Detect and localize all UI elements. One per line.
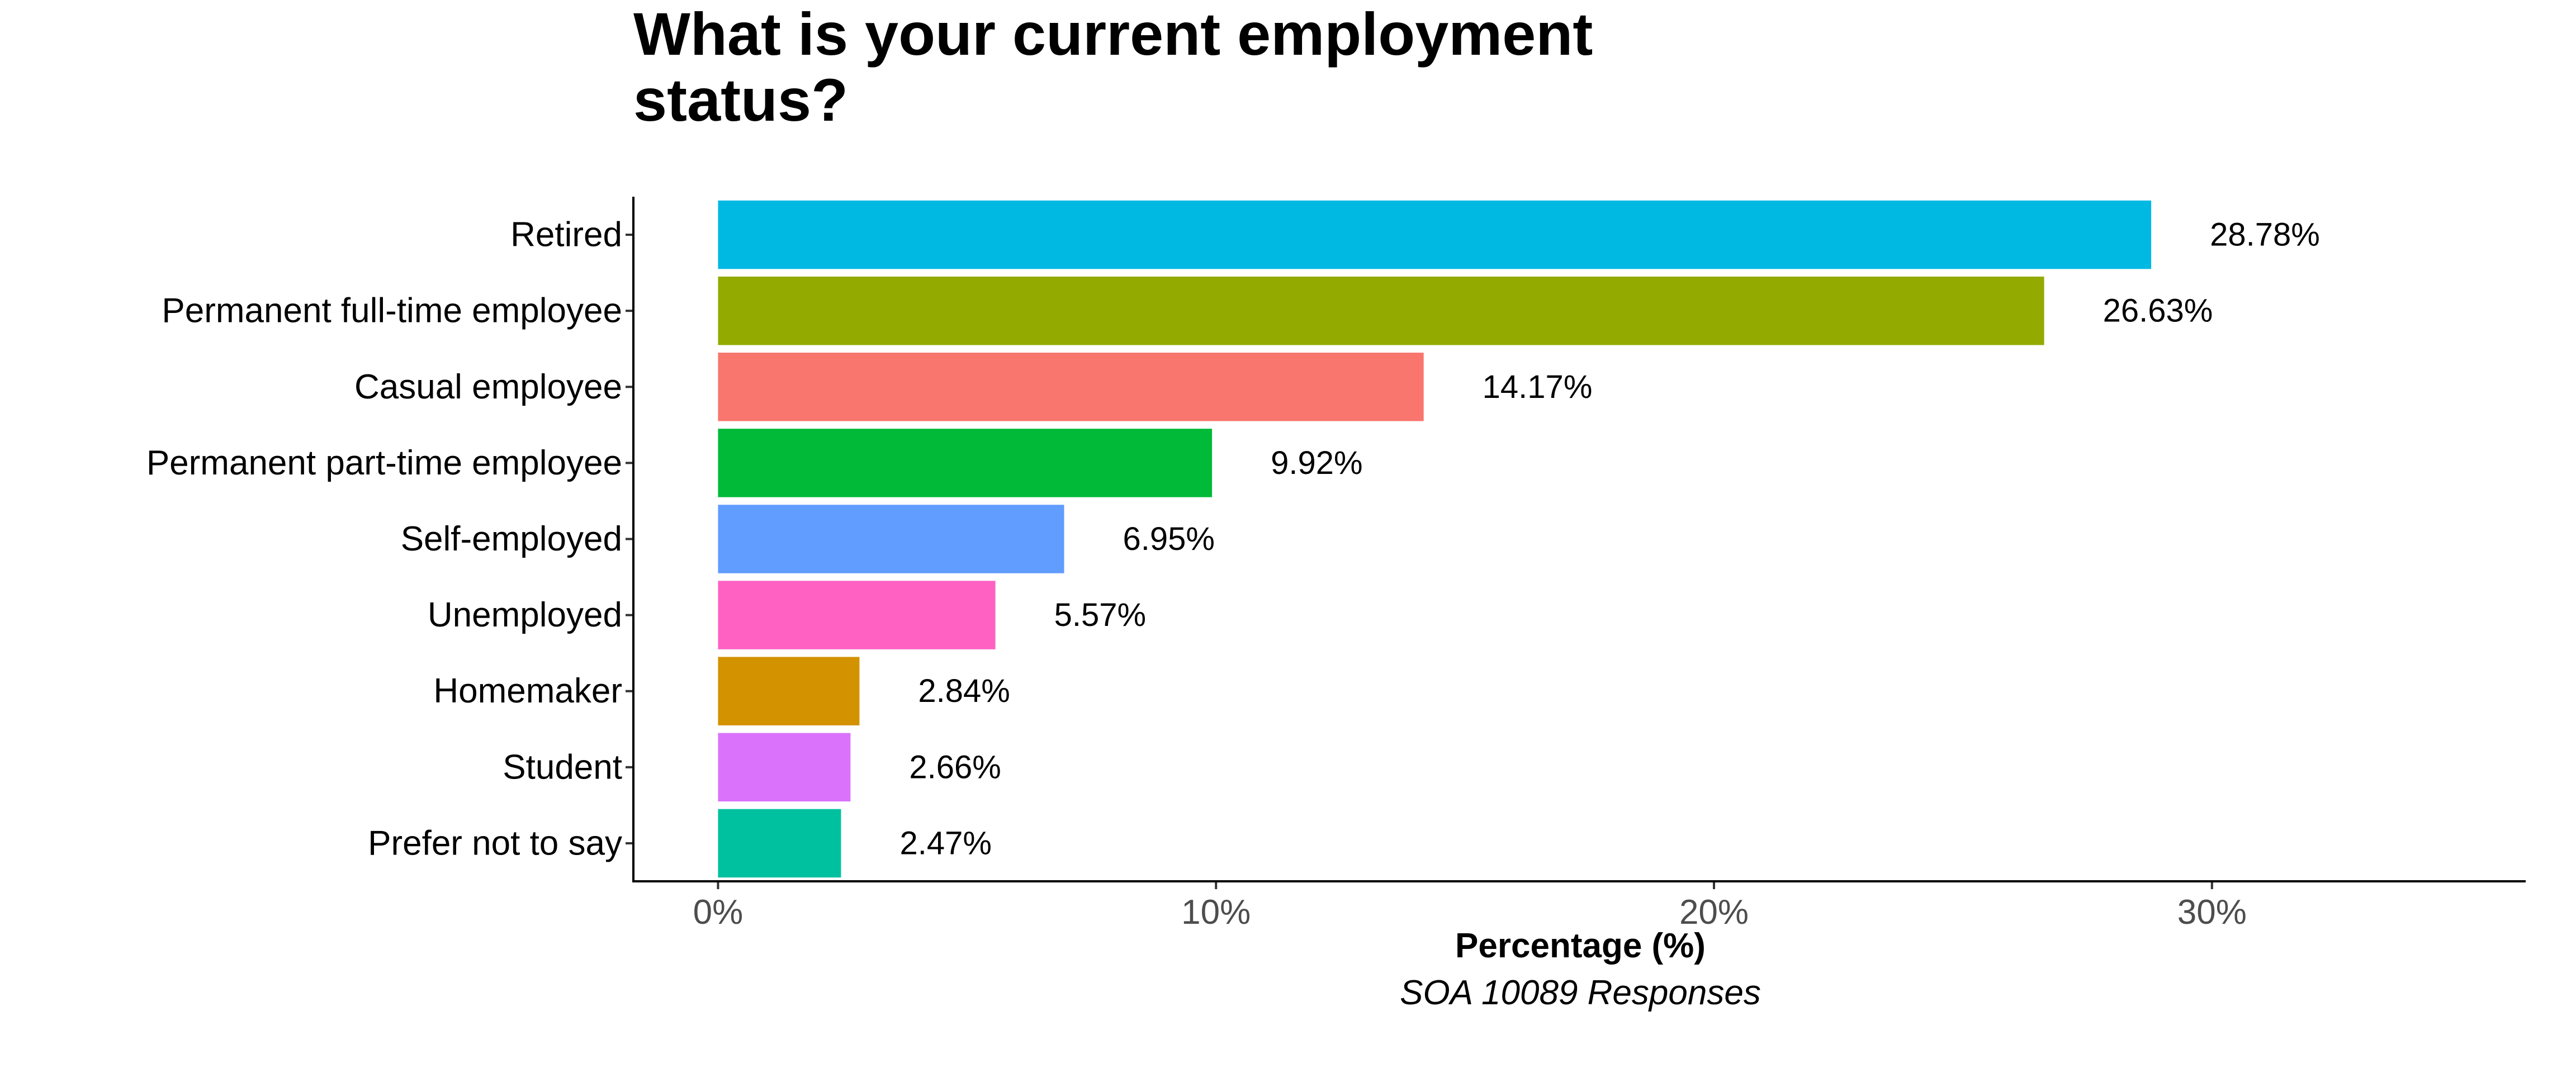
bar-2 — [718, 353, 1424, 421]
value-label-4: 6.95% — [1123, 521, 1215, 557]
bar-3 — [718, 429, 1213, 497]
bars-layer — [718, 200, 2152, 878]
value-label-5: 5.57% — [1054, 597, 1146, 633]
category-label-6: Homemaker — [433, 672, 622, 710]
bar-0 — [718, 200, 2152, 269]
x-axis-tick-labels: 0% 10% 20% 30% — [693, 893, 2247, 932]
value-labels: 28.78% 26.63% 14.17% 9.92% 6.95% 5.57% 2.84% 2.… — [899, 217, 2319, 862]
value-label-1: 26.63% — [2103, 293, 2213, 329]
value-label-0: 28.78% — [2210, 217, 2320, 253]
chart-caption: SOA 10089 Responses — [1400, 974, 1761, 1012]
bar-8 — [718, 809, 841, 878]
bar-1 — [718, 276, 2044, 345]
bar-6 — [718, 657, 860, 725]
value-label-6: 2.84% — [918, 673, 1010, 709]
category-label-7: Student — [503, 748, 622, 786]
category-label-5: Unemployed — [428, 596, 622, 634]
category-label-4: Self-employed — [401, 520, 622, 558]
category-label-1: Permanent full-time employee — [162, 292, 622, 330]
category-label-3: Permanent part-time employee — [146, 444, 622, 482]
category-label-2: Casual employee — [354, 368, 622, 406]
x-tick-label-1: 10% — [1181, 893, 1251, 932]
value-label-3: 9.92% — [1271, 445, 1362, 481]
category-label-0: Retired — [510, 216, 622, 254]
x-tick-label-0: 0% — [693, 893, 744, 932]
y-axis-ticks — [626, 234, 633, 844]
chart-title-line-1: What is your current employment — [633, 0, 1593, 68]
chart-title: What is your current employment status? — [633, 0, 1593, 134]
category-label-8: Prefer not to say — [368, 824, 622, 862]
x-axis-ticks — [717, 881, 2213, 889]
bar-7 — [718, 733, 851, 802]
category-labels: Retired Permanent full-time employee Casua… — [146, 216, 622, 863]
x-tick-label-3: 30% — [2177, 893, 2247, 932]
value-label-8: 2.47% — [899, 825, 991, 861]
x-axis-title: Percentage (%) — [1455, 927, 1706, 965]
chart-title-line-2: status? — [633, 66, 848, 134]
bar-4 — [718, 505, 1064, 573]
value-label-7: 2.66% — [909, 749, 1001, 785]
x-tick-label-2: 20% — [1679, 893, 1749, 932]
bar-5 — [718, 581, 996, 649]
value-label-2: 14.17% — [1483, 369, 1593, 405]
